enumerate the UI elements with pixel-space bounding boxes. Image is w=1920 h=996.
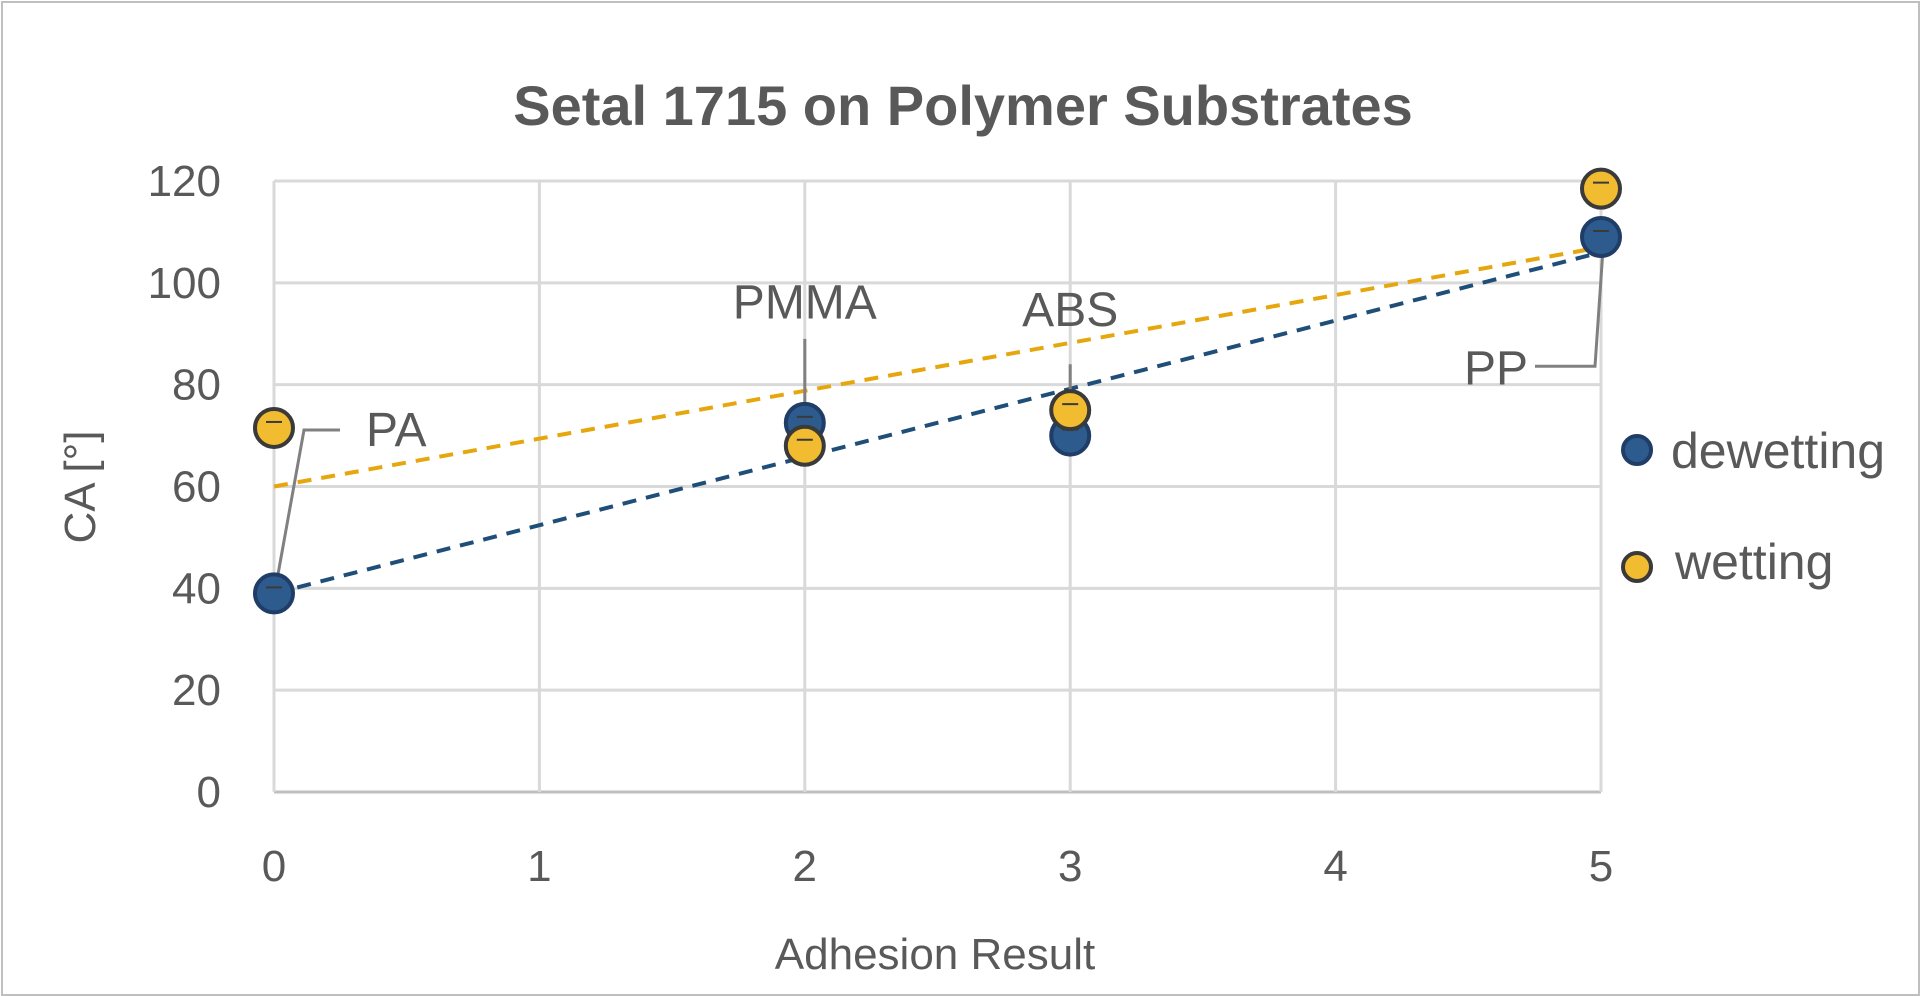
- annotation-leader-pa: [274, 428, 340, 586]
- x-tick-label: 3: [1058, 842, 1082, 891]
- annotation-label-pmma: PMMA: [733, 276, 877, 329]
- y-tick-label: 0: [197, 768, 221, 817]
- text-layer: 0 20 40 60 80 100 120 0 1 2 3 4 5 PA PMMA ABS PP: [148, 157, 1614, 891]
- legend-marker-dewetting: [1621, 434, 1653, 466]
- legend: dewetting wetting: [1621, 423, 1885, 590]
- scatter-chart: 0 20 40 60 80 100 120 0 1 2 3 4 5 PA PMMA ABS PP Setal 1…: [56, 74, 1885, 979]
- x-tick-label: 2: [793, 842, 817, 891]
- y-tick-label: 40: [172, 564, 221, 613]
- data-point-dewetting: [253, 572, 295, 615]
- grid-layer: [272, 179, 1603, 794]
- data-point-wetting: [783, 424, 826, 467]
- annotation-label-pp: PP: [1464, 342, 1528, 395]
- data-point-layer: [253, 167, 1622, 615]
- legend-label-wetting: wetting: [1674, 534, 1833, 590]
- legend-marker-wetting: [1621, 551, 1653, 583]
- trendline-layer: [273, 245, 1602, 596]
- data-point-wetting: [1049, 389, 1092, 432]
- y-tick-label: 60: [172, 463, 221, 512]
- annotation-label-pa: PA: [366, 404, 426, 457]
- chart-title: Setal 1715 on Polymer Substrates: [513, 74, 1413, 137]
- y-tick-label: 120: [148, 157, 221, 206]
- annotation-label-abs: ABS: [1022, 284, 1118, 337]
- x-tick-label: 0: [262, 842, 286, 891]
- annotation-leader-layer: [274, 248, 1605, 586]
- y-axis-label: CA [°]: [56, 431, 105, 544]
- trendline-dewetting: [273, 250, 1602, 596]
- y-tick-label: 20: [172, 666, 221, 715]
- annotation-leader-pp: [1535, 248, 1605, 368]
- data-point-wetting: [253, 406, 295, 449]
- y-tick-label: 100: [148, 259, 221, 308]
- x-tick-label: 5: [1589, 842, 1613, 891]
- x-tick-label: 1: [527, 842, 551, 891]
- trendline-wetting: [273, 245, 1602, 489]
- x-tick-label: 4: [1323, 842, 1347, 891]
- y-tick-label: 80: [172, 361, 221, 410]
- data-point-wetting: [1580, 167, 1622, 210]
- legend-label-dewetting: dewetting: [1671, 423, 1885, 479]
- x-axis-label: Adhesion Result: [775, 930, 1095, 979]
- data-point-dewetting: [1580, 216, 1622, 259]
